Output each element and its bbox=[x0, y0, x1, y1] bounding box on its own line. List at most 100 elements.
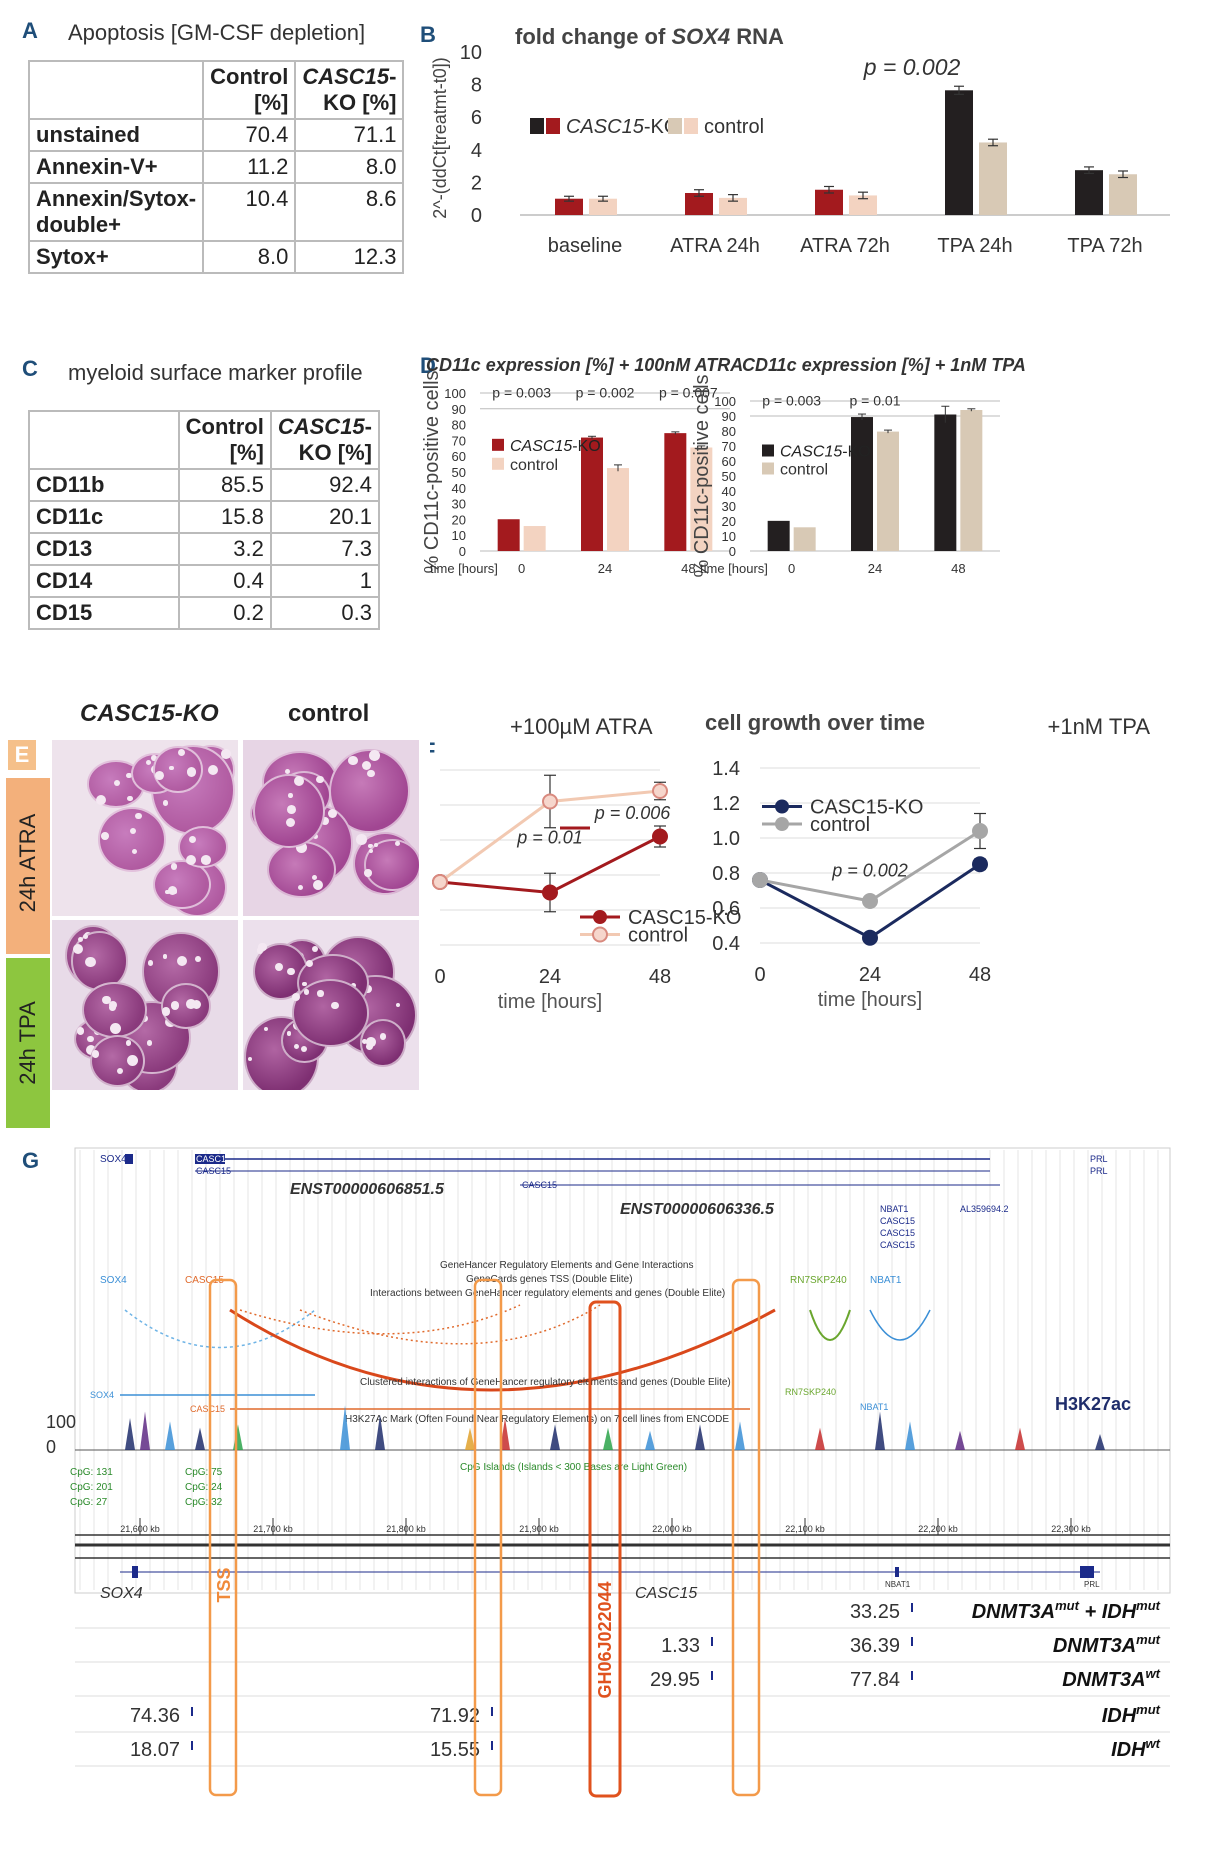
track-nbat1: NBAT1 bbox=[880, 1204, 908, 1214]
ko-value: 8.0 bbox=[294, 150, 405, 184]
legend-swatch-ctrl-peach bbox=[684, 118, 698, 134]
panel-e: E CASC15-KO control 24h ATRA 24h TPA bbox=[0, 700, 420, 1128]
vacuole-shape bbox=[379, 1033, 387, 1040]
h3k27-label: H3K27ac bbox=[1055, 1394, 1131, 1414]
interaction-arc bbox=[869, 1309, 931, 1341]
table-row: CD13 3.2 7.3 bbox=[28, 532, 381, 566]
vacuole-shape bbox=[83, 933, 88, 939]
y-tick-label: 10 bbox=[452, 528, 466, 543]
x-tick-label: ATRA 72h bbox=[800, 235, 890, 257]
legend-control: control bbox=[704, 116, 764, 138]
y-tick-label: 20 bbox=[722, 514, 736, 529]
y-tick-label: 60 bbox=[722, 454, 736, 469]
row-value: 18.07 bbox=[130, 1739, 180, 1761]
casc15-exon bbox=[195, 1154, 225, 1164]
table-row: Sytox+ 8.0 12.3 bbox=[27, 240, 405, 274]
legend-swatch-ko-dark bbox=[530, 118, 544, 134]
vacuole-shape bbox=[257, 942, 267, 952]
cpg-label: CpG: 75 bbox=[185, 1467, 223, 1478]
interaction-arc bbox=[239, 1304, 521, 1335]
bar bbox=[793, 527, 816, 551]
track-casc15-b: CASC15 bbox=[185, 1275, 224, 1286]
track-casc15-6: CASC15 bbox=[880, 1240, 915, 1250]
header-ko-rest: -KO [%] bbox=[298, 414, 372, 465]
vacuole-shape bbox=[167, 886, 177, 896]
signal-peak bbox=[603, 1427, 613, 1450]
chart-d-title: CD11c expression [%] + 100nM ATRA bbox=[426, 355, 743, 375]
vacuole-shape bbox=[364, 869, 372, 877]
vacuole-shape bbox=[110, 1023, 122, 1035]
vacuole-shape bbox=[185, 999, 196, 1009]
signal-peak bbox=[1095, 1434, 1105, 1450]
legend-ko: CASC15-KO bbox=[628, 907, 741, 929]
tss-label: TSS bbox=[214, 1567, 234, 1602]
row-value: 1.33 bbox=[661, 1635, 700, 1657]
table-corner bbox=[27, 60, 205, 120]
scale-label: 21,900 kb bbox=[519, 1524, 559, 1534]
legend-swatch-ko bbox=[492, 438, 504, 451]
x-tick-label: 48 bbox=[681, 561, 695, 576]
y-tick-label: 90 bbox=[452, 402, 466, 417]
vacuole-shape bbox=[366, 1036, 377, 1047]
vacuole-shape bbox=[185, 854, 196, 865]
legend-swatch-ctrl-tan bbox=[668, 118, 682, 134]
vacuole-shape bbox=[356, 834, 367, 845]
x-tick-label: 48 bbox=[969, 964, 991, 986]
vacuole-shape bbox=[191, 999, 202, 1010]
bar bbox=[523, 526, 546, 551]
row-label: DNMT3Amut + IDHmut bbox=[972, 1598, 1161, 1623]
row-label: Annexin-V+ bbox=[27, 150, 205, 184]
table-row: CD14 0.4 1 bbox=[28, 564, 381, 598]
vacuole-shape bbox=[368, 843, 373, 849]
chart-f1-title: +100µM ATRA bbox=[510, 714, 653, 739]
p-value: p = 0.002 bbox=[831, 861, 908, 881]
row-value: 15.55 bbox=[430, 1739, 480, 1761]
ko-value: 7.3 bbox=[269, 532, 381, 566]
vacuole-shape bbox=[102, 995, 111, 1005]
track-clustered: Clustered interactions of GeneHancer reg… bbox=[360, 1377, 731, 1388]
panel-c-letter: C bbox=[22, 356, 38, 381]
vacuole-shape bbox=[320, 817, 329, 826]
chart-f-center-title: cell growth over time bbox=[705, 710, 925, 735]
vacuole-shape bbox=[147, 960, 154, 967]
vacuole-shape bbox=[171, 863, 178, 870]
bar bbox=[851, 417, 873, 551]
bar bbox=[685, 192, 713, 215]
vacuole-shape bbox=[114, 779, 121, 786]
vacuole-shape bbox=[316, 775, 324, 784]
panel-a-title: Apoptosis [GM-CSF depletion] bbox=[68, 20, 366, 45]
vacuole-shape bbox=[362, 761, 372, 771]
legend-swatch-ko-red bbox=[546, 118, 560, 134]
signal-peak bbox=[875, 1411, 885, 1450]
vacuole-shape bbox=[368, 848, 373, 853]
y-tick-label: 10 bbox=[722, 529, 736, 544]
vacuole-shape bbox=[188, 835, 197, 843]
vacuole-shape bbox=[248, 1057, 253, 1062]
x-tick-label: 0 bbox=[434, 966, 445, 988]
cpg-label: CpG: 131 bbox=[70, 1467, 113, 1478]
panel-e-letter: E bbox=[8, 740, 36, 770]
y-tick-label: 50 bbox=[722, 469, 736, 484]
vacuole-shape bbox=[305, 959, 313, 968]
y-tick-label: 0 bbox=[471, 205, 482, 227]
p-value: p = 0.003 bbox=[762, 393, 821, 409]
row-label-atra-text: 24h ATRA bbox=[15, 813, 40, 913]
control-value: 8.0 bbox=[202, 240, 297, 274]
legend-ko: CASC15-KO bbox=[810, 797, 923, 819]
cpg-label: CpG: 27 bbox=[70, 1497, 108, 1508]
vacuole-shape bbox=[396, 1003, 401, 1008]
y-tick-label: 0.4 bbox=[712, 933, 740, 955]
track-casc15-3: CASC15 bbox=[522, 1180, 557, 1190]
control-value: 0.4 bbox=[177, 564, 272, 598]
data-point bbox=[752, 872, 768, 888]
track-casc15-c: CASC15 bbox=[190, 1404, 225, 1414]
legend-ko: CASC15-KO bbox=[510, 438, 601, 455]
bar bbox=[1109, 174, 1137, 215]
y-tick-label: 4 bbox=[471, 140, 482, 162]
y-0: 0 bbox=[46, 1437, 56, 1457]
data-point bbox=[862, 893, 878, 909]
bar bbox=[607, 468, 629, 551]
highlight-box bbox=[208, 1278, 238, 1797]
track-sox4-b: SOX4 bbox=[100, 1275, 127, 1286]
panel-f-letter: F bbox=[430, 738, 435, 763]
